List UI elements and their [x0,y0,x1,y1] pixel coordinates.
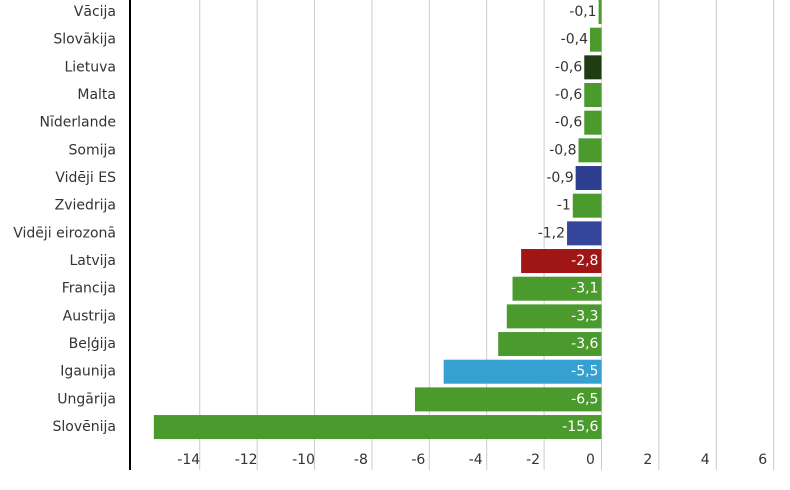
y-tick-label: Francija [62,281,116,297]
bar [498,332,602,357]
bar [590,27,602,52]
y-tick-label: Latvija [69,253,116,269]
value-label: -0,1 [569,4,596,20]
y-tick-label: Vidēji eirozonā [13,225,116,241]
y-tick-label: Nīderlande [40,115,116,131]
x-tick-label: 6 [758,452,767,468]
bar [575,166,602,191]
x-tick-label: -4 [469,452,483,468]
y-tick-label: Somija [69,142,116,158]
y-tick-label: Malta [77,87,116,103]
x-tick-label: -10 [292,452,315,468]
bar [598,0,602,24]
x-tick-label: -14 [177,452,200,468]
x-tick-label: 2 [643,452,652,468]
bar [572,193,602,218]
bar [584,110,602,135]
value-label: -3,1 [571,281,598,297]
value-label: -1 [557,198,571,214]
value-label: -1,2 [538,225,565,241]
bar [512,276,602,301]
bar [153,415,602,440]
value-label: -6,5 [571,391,598,407]
value-label: -0,4 [561,32,588,48]
value-label: -0,6 [555,87,582,103]
x-tick-label: 0 [586,452,595,468]
value-label: -15,6 [562,419,598,435]
value-label: -3,3 [571,308,598,324]
x-tick-label: -8 [354,452,368,468]
bar [443,359,602,384]
x-tick-label: -2 [526,452,540,468]
value-label: -0,6 [555,115,582,131]
y-tick-label: Vidēji ES [55,170,116,186]
bar [506,304,602,329]
y-tick-label: Slovēnija [53,419,116,435]
x-tick-label: -6 [411,452,425,468]
y-tick-label: Austrija [63,308,116,324]
value-label: -0,6 [555,59,582,75]
y-tick-label: Lietuva [64,59,116,75]
value-label: -3,6 [571,336,598,352]
bar [578,138,602,163]
y-tick-label: Igaunija [60,364,116,380]
bar [414,387,602,412]
value-label: -2,8 [571,253,598,269]
bar [584,83,602,108]
y-tick-label: Beļģija [69,336,116,352]
y-tick-label: Zviedrija [55,198,116,214]
value-label: -5,5 [571,364,598,380]
value-label: -0,9 [546,170,573,186]
bar [584,55,602,80]
value-label: -0,8 [549,142,576,158]
x-tick-label: -12 [235,452,258,468]
bar [521,249,602,274]
x-tick-label: 4 [701,452,710,468]
bar [567,221,602,246]
y-tick-label: Ungārija [57,391,116,407]
y-tick-label: Vācija [74,4,116,20]
y-tick-label: Slovākija [53,32,116,48]
